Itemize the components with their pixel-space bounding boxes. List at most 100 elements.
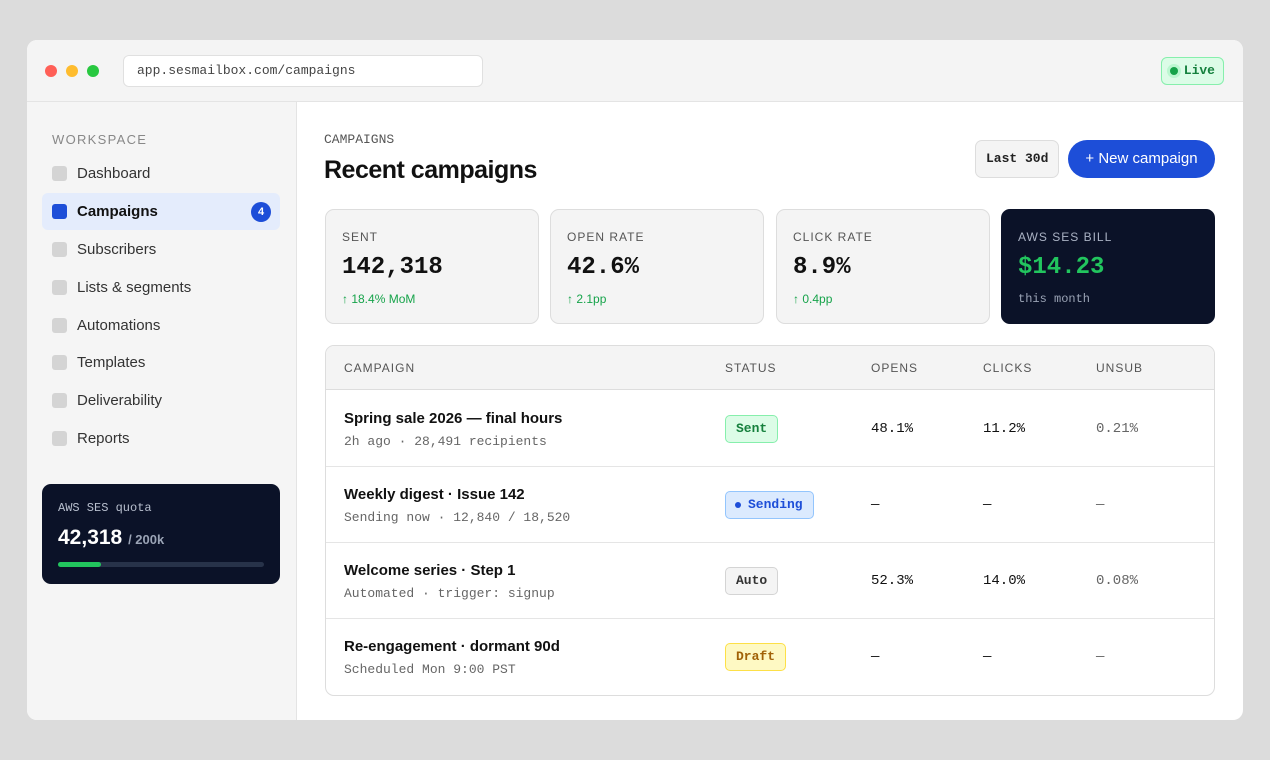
stat-sub: this month — [1018, 292, 1091, 306]
stat-delta: ↑ 2.1pp — [567, 292, 607, 306]
stat-label: OPEN RATE — [567, 230, 645, 244]
sidebar-item-label: Deliverability — [77, 392, 163, 409]
lists-icon — [52, 280, 67, 295]
quota-used: 42,318 — [58, 526, 123, 549]
unsub-value: — — [1096, 497, 1105, 513]
clicks-value: 14.0% — [983, 573, 1026, 589]
campaign-meta: Automated · trigger: signup — [344, 586, 555, 601]
sidebar-item-label: Campaigns — [77, 203, 158, 220]
minimize-window-icon[interactable] — [66, 65, 78, 77]
browser-window: app.sesmailbox.com/campaigns Live WORKSP… — [27, 40, 1243, 720]
stat-label: CLICK RATE — [793, 230, 873, 244]
stat-value: 8.9% — [793, 254, 851, 281]
campaign-name[interactable]: Spring sale 2026 — final hours — [344, 410, 563, 427]
status-label: Sending — [748, 497, 803, 512]
status-badge: Sending — [725, 491, 814, 519]
campaign-meta: 2h ago · 28,491 recipients — [344, 434, 547, 449]
table-row[interactable]: Welcome series · Step 1 Automated · trig… — [326, 543, 1214, 619]
table-row[interactable]: Weekly digest · Issue 142 Sending now · … — [326, 467, 1214, 543]
live-badge: Live — [1160, 57, 1224, 85]
reports-icon — [52, 431, 67, 446]
quota-title: AWS SES quota — [58, 501, 152, 515]
stat-delta: ↑ 0.4pp — [793, 292, 833, 306]
live-label: Live — [1183, 63, 1215, 78]
dashboard-icon — [52, 166, 67, 181]
quota-value: 42,318 / 200k — [58, 526, 164, 550]
automations-icon — [52, 318, 67, 333]
sidebar-item-label: Lists & segments — [77, 279, 192, 296]
table-header: CAMPAIGN STATUS OPENS CLICKS UNSUB — [326, 346, 1214, 390]
sidebar-item-deliverability[interactable]: Deliverability — [42, 382, 280, 419]
clicks-value: 11.2% — [983, 421, 1026, 437]
opens-value: 48.1% — [871, 421, 914, 437]
breadcrumb: CAMPAIGNS — [324, 132, 395, 147]
unsub-value: 0.08% — [1096, 573, 1139, 589]
sidebar-item-label: Reports — [77, 430, 130, 447]
opens-value: 52.3% — [871, 573, 914, 589]
address-bar[interactable]: app.sesmailbox.com/campaigns — [123, 55, 483, 87]
opens-value: — — [871, 497, 880, 513]
sidebar-item-label: Automations — [77, 317, 161, 334]
column-header-clicks[interactable]: CLICKS — [983, 361, 1033, 375]
campaigns-count-badge: 4 — [251, 202, 271, 222]
sidebar-item-subscribers[interactable]: Subscribers — [42, 231, 280, 268]
sidebar-item-campaigns[interactable]: Campaigns 4 — [42, 193, 280, 230]
table-row[interactable]: Re-engagement · dormant 90d Scheduled Mo… — [326, 619, 1214, 695]
stat-label: SENT — [342, 230, 379, 244]
column-header-unsub[interactable]: UNSUB — [1096, 361, 1144, 375]
sidebar-item-reports[interactable]: Reports — [42, 420, 280, 457]
campaign-name[interactable]: Weekly digest · Issue 142 — [344, 486, 525, 503]
ses-quota-card: AWS SES quota 42,318 / 200k — [42, 484, 280, 584]
stat-value: 42.6% — [567, 254, 640, 281]
new-campaign-button[interactable]: + New campaign — [1068, 140, 1215, 178]
live-dot-icon — [1169, 67, 1178, 75]
table-row[interactable]: Spring sale 2026 — final hours 2h ago · … — [326, 391, 1214, 467]
stat-card-open-rate: OPEN RATE 42.6% ↑ 2.1pp — [550, 209, 764, 324]
sidebar-item-templates[interactable]: Templates — [42, 344, 280, 381]
unsub-value: — — [1096, 649, 1105, 665]
clicks-value: — — [983, 649, 992, 665]
clicks-value: — — [983, 497, 992, 513]
stat-delta: ↑ 18.4% MoM — [342, 292, 416, 306]
sidebar: WORKSPACE Dashboard Campaigns 4 Subscrib… — [27, 102, 297, 720]
campaign-name[interactable]: Welcome series · Step 1 — [344, 562, 516, 579]
campaign-meta: Sending now · 12,840 / 18,520 — [344, 510, 571, 525]
close-window-icon[interactable] — [45, 65, 57, 77]
stat-value: 142,318 — [342, 254, 443, 281]
sidebar-item-label: Dashboard — [77, 165, 151, 182]
campaigns-table: CAMPAIGN STATUS OPENS CLICKS UNSUB Sprin… — [325, 345, 1215, 696]
stat-card-sent: SENT 142,318 ↑ 18.4% MoM — [325, 209, 539, 324]
quota-progress-bar — [58, 562, 264, 567]
quota-progress-fill — [58, 562, 102, 567]
column-header-opens[interactable]: OPENS — [871, 361, 919, 375]
title-bar: app.sesmailbox.com/campaigns Live — [27, 40, 1243, 102]
status-badge: Draft — [725, 643, 787, 671]
stat-card-click-rate: CLICK RATE 8.9% ↑ 0.4pp — [776, 209, 990, 324]
unsub-value: 0.21% — [1096, 421, 1139, 437]
campaign-name[interactable]: Re-engagement · dormant 90d — [344, 638, 560, 655]
templates-icon — [52, 355, 67, 370]
date-range-button[interactable]: Last 30d — [975, 140, 1060, 178]
stat-label: AWS SES BILL — [1018, 230, 1113, 244]
campaign-meta: Scheduled Mon 9:00 PST — [344, 662, 516, 677]
status-badge: Auto — [725, 567, 779, 595]
opens-value: — — [871, 649, 880, 665]
column-header-campaign[interactable]: CAMPAIGN — [344, 361, 416, 375]
deliverability-icon — [52, 393, 67, 408]
workspace-section-label: WORKSPACE — [52, 132, 148, 147]
sending-dot-icon — [735, 502, 741, 508]
main-content: CAMPAIGNS Recent campaigns Last 30d + Ne… — [298, 102, 1243, 720]
sidebar-item-lists-segments[interactable]: Lists & segments — [42, 269, 280, 306]
subscribers-icon — [52, 242, 67, 257]
sidebar-item-label: Subscribers — [77, 241, 157, 258]
sidebar-item-dashboard[interactable]: Dashboard — [42, 155, 280, 192]
stat-card-ses-bill: AWS SES BILL $14.23 this month — [1001, 209, 1215, 324]
maximize-window-icon[interactable] — [87, 65, 99, 77]
sidebar-item-automations[interactable]: Automations — [42, 307, 280, 344]
stat-value: $14.23 — [1018, 254, 1105, 281]
campaigns-icon — [52, 204, 67, 219]
sidebar-item-label: Templates — [77, 354, 146, 371]
status-badge: Sent — [725, 415, 779, 443]
quota-max: / 200k — [128, 532, 165, 547]
column-header-status[interactable]: STATUS — [725, 361, 777, 375]
